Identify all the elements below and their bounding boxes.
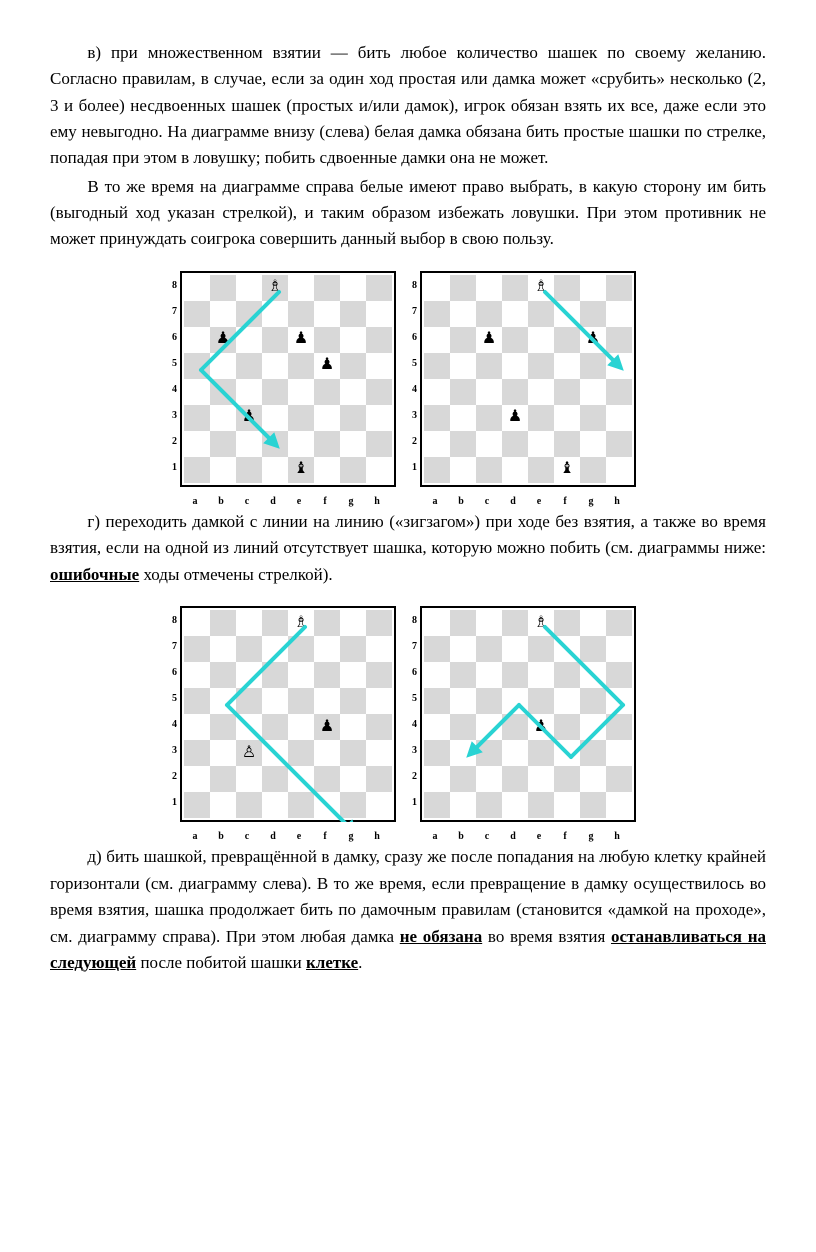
board-2-right: 87654321♗♟abcdefgh	[420, 606, 636, 830]
para-g-a: г) переходить дамкой с линии на линию («…	[50, 512, 766, 557]
para-d: д) бить шашкой, превращённой в дамку, ср…	[50, 844, 766, 976]
board-2-left: 87654321♗♟♙abcdefgh	[180, 606, 396, 830]
board-1-left: 87654321♗♟♟♟♟♝abcdefgh	[180, 271, 396, 495]
para-v2: В то же время на диаграмме справа белые …	[50, 174, 766, 253]
diagram-row-1: 87654321♗♟♟♟♟♝abcdefgh 87654321♗♟♟♟♝abcd…	[50, 271, 766, 495]
para-v: в) при множественном взятии — бить любое…	[50, 40, 766, 172]
para-d-e: после побитой шашки	[136, 953, 306, 972]
para-d-c: во время взятия	[482, 927, 611, 946]
diagram-row-2: 87654321♗♟♙abcdefgh 87654321♗♟abcdefgh	[50, 606, 766, 830]
para-d-g: .	[358, 953, 362, 972]
para-g: г) переходить дамкой с линии на линию («…	[50, 509, 766, 588]
para-d-b: не обязана	[400, 927, 482, 946]
para-d-f: клетке	[306, 953, 358, 972]
board-1-right: 87654321♗♟♟♟♝abcdefgh	[420, 271, 636, 495]
para-g-bold: ошибочные	[50, 565, 139, 584]
para-g-c: ходы отмечены стрелкой).	[139, 565, 333, 584]
